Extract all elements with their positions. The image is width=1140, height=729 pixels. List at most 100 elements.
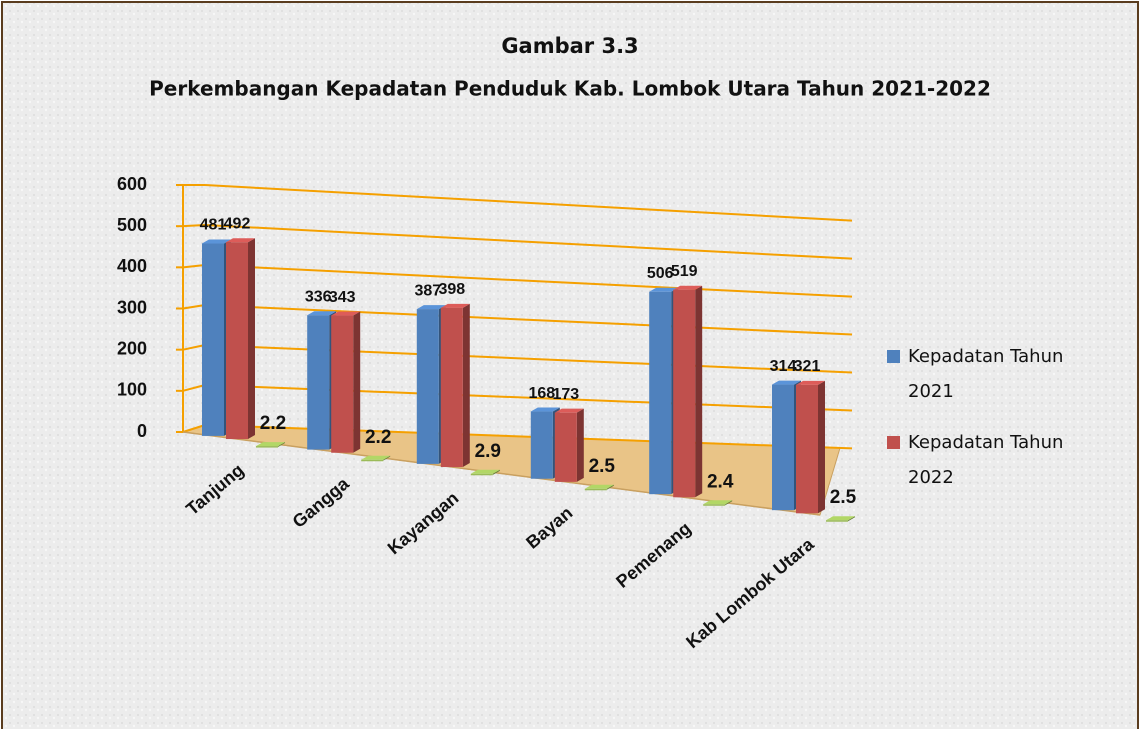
grid-line — [182, 384, 206, 392]
legend-line: 2022 — [908, 467, 954, 488]
data-label: 519 — [671, 263, 698, 280]
bar — [440, 303, 470, 468]
bar-front — [554, 412, 577, 482]
legend-swatch — [887, 436, 900, 449]
data-label: 173 — [552, 386, 579, 403]
bar-top — [256, 442, 285, 447]
bar-top — [584, 484, 614, 489]
bar-top — [530, 407, 560, 412]
legend-label: Kepadatan Tahun 2021 — [908, 346, 1063, 402]
bar-front — [673, 289, 696, 498]
bar-side — [576, 408, 584, 482]
bar-front — [307, 315, 330, 450]
data-label: 398 — [438, 281, 465, 298]
bar — [470, 469, 500, 476]
bar — [703, 500, 733, 506]
y-tick-label: 200 — [117, 338, 147, 358]
data-label: 343 — [329, 289, 356, 306]
bar-top — [470, 469, 500, 474]
data-label: 336 — [305, 288, 332, 305]
bar — [256, 442, 285, 448]
grid-line — [182, 304, 206, 310]
bar — [673, 285, 703, 498]
y-tick-label: 400 — [117, 256, 147, 276]
bar-front — [202, 243, 224, 436]
y-tick-label: 600 — [117, 174, 147, 194]
bar-side — [462, 303, 470, 468]
data-label: 2.4 — [707, 471, 734, 492]
legend-line: 2021 — [908, 381, 954, 402]
data-label: 506 — [647, 265, 674, 282]
bar-top — [416, 305, 446, 310]
bar-side — [353, 311, 361, 453]
bar-top — [202, 239, 231, 244]
bar — [826, 516, 855, 522]
bar-top — [796, 380, 825, 385]
bar-front — [772, 384, 794, 511]
bar — [361, 455, 391, 462]
bar — [554, 408, 584, 482]
chart-title: Gambar 3.3 — [501, 34, 638, 58]
chart-subtitle: Perkembangan Kepadatan Penduduk Kab. Lom… — [149, 77, 991, 101]
bar — [584, 484, 614, 491]
data-label: 314 — [770, 358, 797, 375]
grid-line — [182, 224, 206, 228]
bar-front — [584, 488, 607, 491]
data-label: 481 — [200, 217, 227, 234]
legend-line: Kepadatan Tahun — [908, 432, 1063, 453]
bar-front — [470, 473, 493, 476]
bar-side — [492, 469, 500, 475]
bar-side — [848, 516, 855, 522]
bar-top — [826, 516, 855, 521]
bar-front — [796, 384, 818, 514]
grid-line — [182, 344, 206, 351]
bar-top — [331, 311, 361, 316]
bar-side — [383, 455, 391, 461]
bar-front — [530, 411, 553, 479]
y-tick-label: 100 — [117, 380, 147, 400]
legend-label: Kepadatan Tahun 2022 — [908, 432, 1063, 488]
grid-line — [204, 264, 853, 298]
bar-top — [440, 303, 470, 308]
bar-top — [673, 285, 703, 290]
bar-front — [331, 315, 354, 453]
bar-side — [278, 442, 285, 447]
y-tick-label: 500 — [117, 215, 147, 235]
bar-top — [226, 238, 255, 243]
bar-side — [606, 484, 614, 490]
bar-top — [554, 408, 584, 413]
data-label: 2.9 — [475, 441, 501, 462]
bar-top — [307, 311, 337, 316]
bar — [331, 311, 361, 453]
bar-front — [226, 242, 248, 440]
data-label: 168 — [528, 385, 555, 402]
bar-front — [361, 459, 384, 462]
grid-line — [182, 264, 206, 269]
grid-line — [182, 424, 206, 433]
bar — [796, 380, 825, 514]
y-tick-label: 300 — [117, 297, 147, 317]
y-tick-label: 0 — [137, 421, 147, 441]
bar-front — [649, 291, 672, 495]
bar-top — [703, 500, 733, 505]
bar-front — [826, 520, 848, 522]
bar-side — [725, 500, 733, 506]
data-label: 387 — [414, 282, 441, 299]
bar-top — [361, 455, 391, 460]
bar-side — [248, 238, 255, 440]
bar — [226, 238, 255, 440]
data-label: 492 — [224, 215, 251, 232]
data-label: 2.2 — [365, 427, 391, 448]
data-label: 2.2 — [260, 413, 286, 434]
bar-front — [703, 504, 726, 506]
bar-side — [695, 285, 703, 498]
bar-side — [818, 380, 825, 514]
bar-top — [649, 287, 679, 292]
data-label: 2.5 — [589, 456, 616, 477]
grid-line — [204, 304, 853, 336]
data-label: 321 — [794, 358, 821, 375]
bar-top — [772, 380, 801, 385]
